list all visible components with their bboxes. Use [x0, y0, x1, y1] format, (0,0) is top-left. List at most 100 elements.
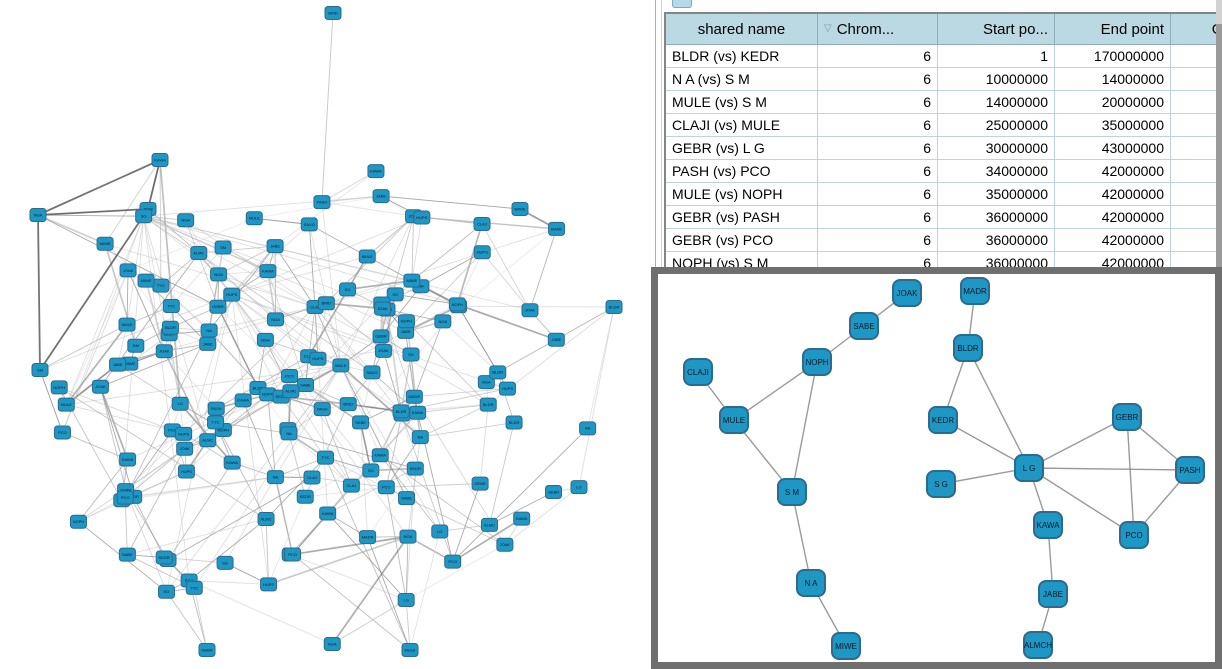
network-edge[interactable]	[215, 422, 267, 520]
network-edge[interactable]	[340, 365, 441, 532]
network-edge[interactable]	[37, 208, 149, 216]
network-edge[interactable]	[332, 599, 407, 645]
main-network-view[interactable]: BRID KAWA JOAK NGA MIWE CLAJ BLDR SM CLAJ GEBR MUL…	[0, 0, 655, 669]
network-node[interactable]: PCO	[284, 547, 302, 562]
network-edge[interactable]	[406, 497, 506, 546]
table-cell[interactable]: 192.0	[1170, 44, 1222, 68]
network-node[interactable]: BLDR	[505, 415, 523, 430]
network-edge[interactable]	[307, 256, 368, 357]
network-node[interactable]: JOAK	[496, 537, 514, 552]
network-node[interactable]: BRID	[317, 296, 335, 311]
network-edge[interactable]	[405, 544, 506, 601]
network-edge[interactable]	[274, 476, 294, 555]
network-node[interactable]: KEDR	[406, 461, 424, 476]
network-node[interactable]: TYC	[152, 278, 170, 293]
network-edge[interactable]	[314, 306, 373, 373]
table-cell[interactable]: 43000000	[1054, 136, 1171, 160]
network-edge[interactable]	[290, 554, 407, 601]
network-node[interactable]: JABE	[199, 336, 217, 351]
network-edge[interactable]	[497, 372, 515, 423]
network-edge[interactable]	[411, 216, 415, 281]
network-edge[interactable]	[321, 408, 352, 486]
network-node[interactable]: GEBR	[545, 485, 563, 500]
table-cell[interactable]: 1	[937, 44, 1055, 68]
subnetwork-node-pash[interactable]: PASH	[1175, 456, 1205, 484]
subnetwork-node-s-m[interactable]: S M	[777, 478, 807, 506]
network-edge[interactable]	[407, 437, 421, 537]
network-node[interactable]: JOAK	[155, 344, 173, 359]
network-node[interactable]: MULE	[118, 317, 136, 332]
network-edge[interactable]	[218, 273, 316, 308]
table-cell[interactable]: 8.4	[1170, 228, 1222, 252]
subnetwork-node-almch[interactable]: ALMCH	[1023, 631, 1053, 659]
network-edge[interactable]	[257, 365, 341, 389]
table-row[interactable]: MULE (vs) S M614000000200000007.5	[664, 90, 1222, 114]
table-cell[interactable]: 42000000	[1054, 205, 1171, 229]
table-cell[interactable]: 6	[817, 205, 938, 229]
network-node[interactable]: LG	[397, 593, 415, 608]
network-edge[interactable]	[442, 321, 499, 373]
network-edge[interactable]	[166, 294, 233, 592]
network-edge[interactable]	[37, 214, 106, 245]
network-node[interactable]: MADR	[405, 389, 423, 404]
network-node[interactable]: JABE	[266, 239, 284, 254]
table-cell[interactable]: 11.4	[1170, 159, 1222, 183]
network-edge[interactable]	[497, 339, 557, 373]
table-cell[interactable]: 14000000	[937, 90, 1055, 114]
network-edge[interactable]	[305, 306, 316, 386]
filter-icon[interactable]: ▽	[824, 22, 832, 34]
network-node[interactable]: JOAK	[374, 343, 392, 358]
network-node[interactable]: GEBR	[209, 299, 227, 314]
network-edge[interactable]	[327, 468, 416, 514]
network-edge[interactable]	[160, 285, 219, 308]
table-cell[interactable]: 30000000	[937, 136, 1055, 160]
network-node[interactable]: KAWA	[119, 452, 137, 467]
network-edge[interactable]	[104, 159, 161, 244]
subnetwork-node-kedr[interactable]: KEDR	[928, 406, 958, 434]
network-edge[interactable]	[124, 330, 210, 498]
network-node[interactable]: NA	[411, 430, 429, 445]
network-edge[interactable]	[340, 365, 407, 499]
table-row[interactable]: BLDR (vs) KEDR61170000000192.0	[664, 44, 1222, 68]
network-node[interactable]: NGA	[323, 636, 341, 651]
table-cell[interactable]: 6.6	[1170, 67, 1222, 91]
network-edge[interactable]	[188, 518, 267, 581]
network-edge[interactable]	[414, 388, 508, 398]
network-edge[interactable]	[367, 468, 416, 538]
network-node[interactable]: BLDR	[605, 300, 623, 314]
network-node[interactable]: BLDR	[392, 404, 410, 419]
network-node[interactable]: MULE	[245, 211, 263, 226]
network-node[interactable]: SAXO	[300, 217, 318, 232]
network-node[interactable]: HUPS	[309, 351, 327, 366]
network-edge[interactable]	[188, 580, 333, 645]
network-edge[interactable]	[371, 372, 418, 414]
network-node[interactable]: HUPS	[473, 245, 491, 260]
network-node[interactable]: HUPS	[223, 287, 241, 302]
column-header-genetic[interactable]: Genetic...	[1170, 12, 1222, 45]
network-node[interactable]: BRID	[324, 6, 342, 20]
network-node[interactable]: CLAJ	[342, 478, 360, 493]
table-cell[interactable]: 35000000	[1054, 113, 1171, 137]
table-cell[interactable]: 6	[817, 67, 938, 91]
network-edge[interactable]	[170, 247, 224, 307]
network-node[interactable]: KAWA	[223, 455, 241, 470]
network-node[interactable]: PASH	[313, 195, 331, 210]
network-edge[interactable]	[405, 536, 409, 601]
network-edge[interactable]	[127, 518, 267, 556]
subnetwork-edge[interactable]	[1028, 416, 1128, 469]
network-node[interactable]: MULE	[401, 643, 419, 657]
network-node[interactable]: LG	[570, 480, 588, 495]
network-edge[interactable]	[163, 350, 209, 441]
network-edge[interactable]	[231, 217, 422, 296]
subnetwork-node-kawa[interactable]: KAWA	[1033, 511, 1063, 539]
network-edge[interactable]	[321, 202, 342, 366]
network-edge[interactable]	[359, 422, 372, 471]
network-edge[interactable]	[578, 306, 615, 488]
network-edge[interactable]	[100, 343, 208, 388]
network-edge[interactable]	[143, 215, 316, 308]
network-node[interactable]: ALMC	[199, 433, 217, 448]
network-node[interactable]: NGA	[256, 332, 274, 347]
network-edge[interactable]	[366, 215, 414, 257]
subnetwork-edge[interactable]	[791, 361, 818, 493]
network-node[interactable]: SG	[216, 555, 234, 570]
